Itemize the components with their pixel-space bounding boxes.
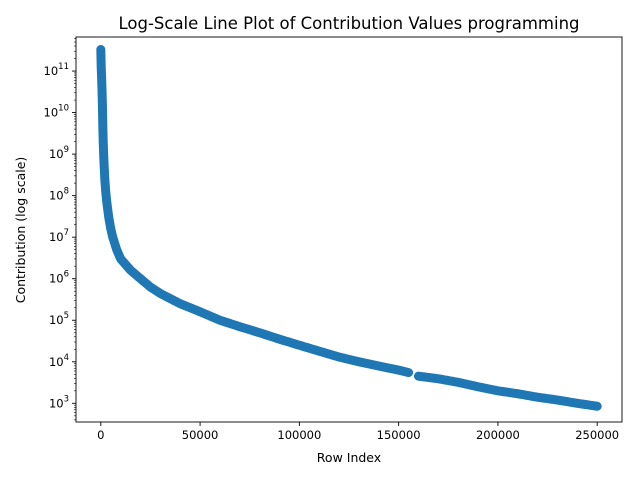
data-point (235, 322, 245, 331)
data-point (96, 45, 106, 54)
data-point (404, 368, 413, 377)
data-point (156, 289, 165, 298)
y-tick-label: 1011 (44, 62, 69, 78)
y-axis-label: Contribution (log scale) (13, 157, 28, 304)
data-point (592, 401, 602, 411)
x-tick-label: 150000 (377, 428, 421, 442)
y-tick-label: 105 (49, 311, 69, 327)
data-point (533, 392, 542, 402)
data-point (99, 153, 109, 163)
data-point (126, 265, 135, 275)
data-point (136, 274, 145, 284)
data-point (112, 245, 121, 254)
data-point (314, 346, 324, 356)
data-point (453, 378, 463, 387)
data-point (275, 334, 284, 344)
data-point (97, 85, 107, 95)
data-point (195, 307, 205, 317)
data-point (96, 63, 106, 73)
data-point (175, 299, 185, 309)
data-point (116, 254, 125, 264)
data-point (334, 352, 344, 362)
data-point (473, 382, 483, 392)
data-point (513, 389, 523, 399)
y-tick-label: 108 (49, 187, 69, 203)
x-tick-label: 50000 (182, 428, 219, 442)
data-point (255, 328, 264, 338)
y-tick-label: 103 (49, 394, 69, 410)
x-axis-label: Row Index (317, 450, 381, 465)
data-point (98, 120, 108, 130)
x-tick-label: 0 (97, 428, 104, 442)
data-point (100, 174, 110, 184)
data-point (97, 73, 106, 82)
x-tick-label: 250000 (575, 428, 619, 442)
data-point (215, 315, 225, 325)
series-line-1 (418, 375, 598, 407)
x-tick-label: 100000 (277, 428, 321, 442)
data-point (414, 371, 423, 381)
data-point (573, 399, 582, 408)
series-group (96, 45, 602, 411)
y-tick-label: 106 (49, 270, 69, 286)
plot-area: 0 50000 100000 150000 200000 250000 103 104 105 1… (44, 36, 623, 442)
data-point (108, 232, 118, 242)
chart-title: Log-Scale Line Plot of Contribution Valu… (118, 14, 579, 33)
y-tick-label: 1010 (44, 104, 69, 120)
data-point (493, 386, 503, 396)
data-point (553, 395, 562, 405)
data-point (98, 137, 108, 146)
data-point (102, 197, 112, 207)
y-tick-label: 104 (49, 353, 69, 369)
axes-frame (75, 36, 623, 423)
data-point (98, 100, 107, 110)
y-tick-label: 107 (49, 228, 69, 244)
y-tick-label: 109 (49, 145, 69, 161)
x-tick-label: 200000 (476, 428, 520, 442)
data-point (104, 213, 114, 222)
data-point (394, 365, 403, 375)
data-point (434, 374, 443, 384)
data-point (374, 361, 384, 371)
data-point (106, 224, 116, 234)
data-point (101, 188, 111, 197)
data-point (295, 340, 304, 350)
data-point (146, 282, 155, 292)
data-point (354, 357, 364, 367)
